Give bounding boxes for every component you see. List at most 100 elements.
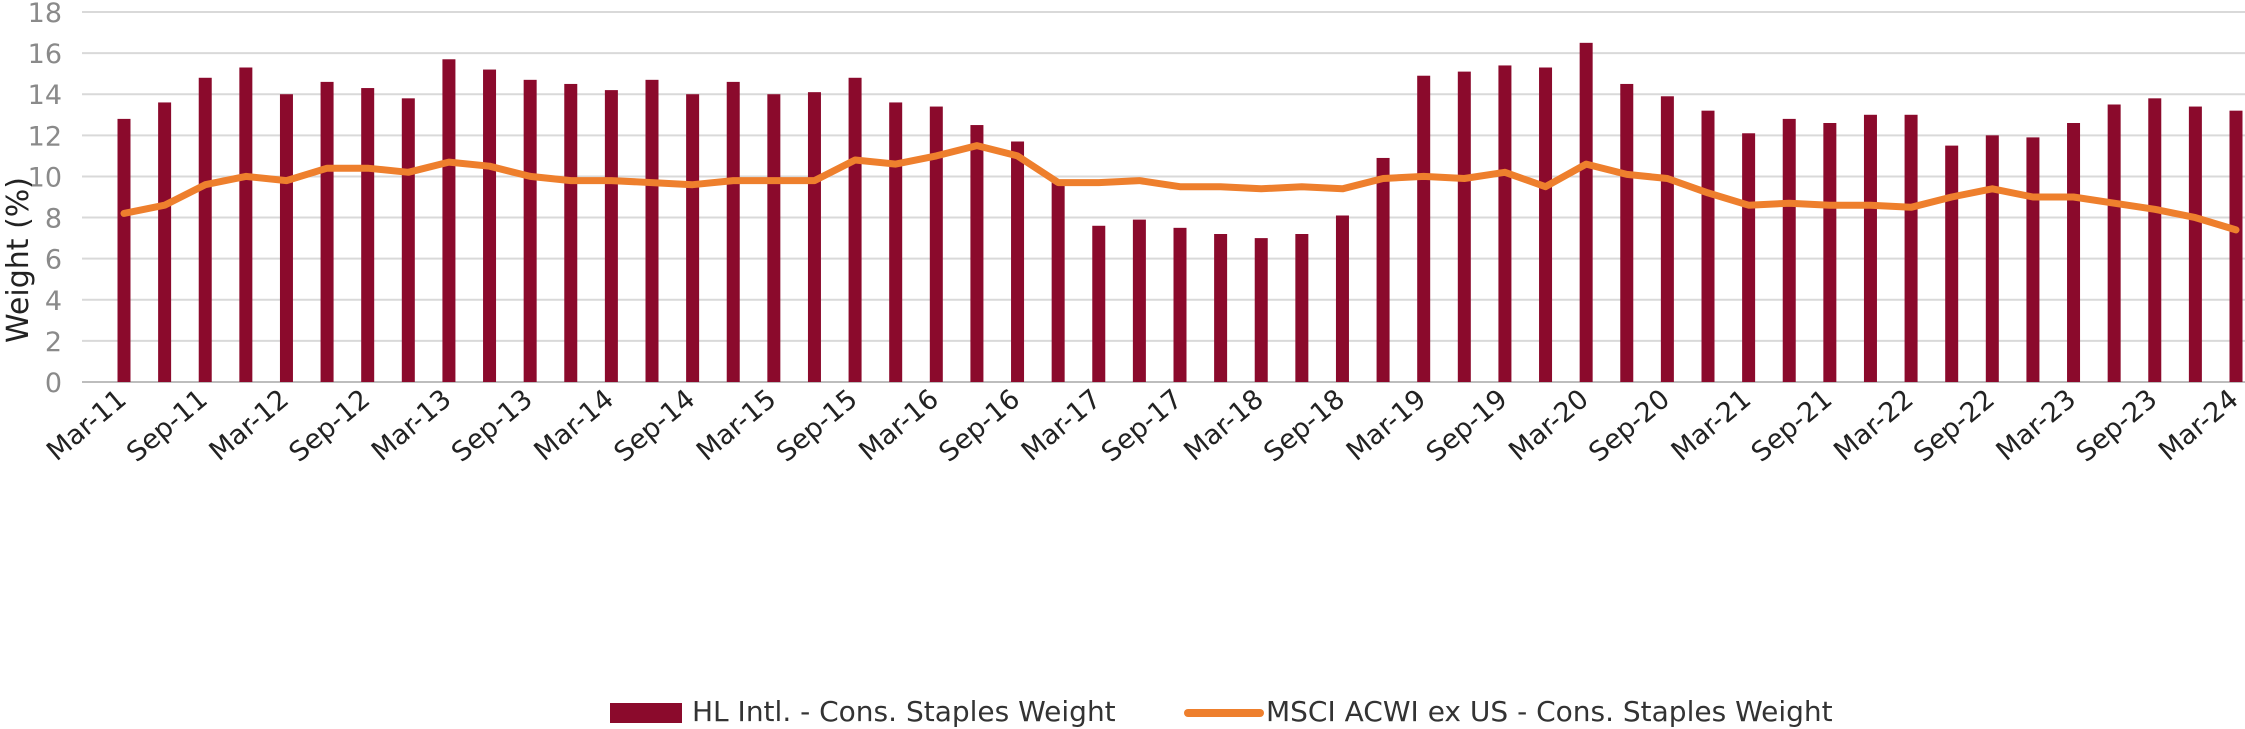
bar <box>1660 96 1674 383</box>
bar <box>1863 114 1877 383</box>
bar <box>158 102 172 382</box>
bar <box>1579 42 1593 382</box>
x-tick-label: Sep-22 <box>1908 384 2001 469</box>
bar <box>2026 137 2040 382</box>
bar <box>1742 133 1756 382</box>
bar <box>807 92 821 383</box>
x-tick-label: Mar-20 <box>1503 384 1594 468</box>
y-axis-ticks: 0 2 4 6 8 10 12 14 16 18 <box>28 0 62 399</box>
bar <box>523 79 537 382</box>
y-tick-label: 6 <box>45 245 62 276</box>
x-tick-label: Sep-21 <box>1746 384 1839 469</box>
line-series <box>120 142 2240 234</box>
bar <box>1985 135 1999 382</box>
x-tick-label: Sep-23 <box>2071 384 2164 469</box>
bar <box>929 106 943 383</box>
bar <box>1011 141 1025 382</box>
bar <box>1782 118 1796 382</box>
y-axis-title: Weight (%) <box>1 177 36 343</box>
x-tick-label: Sep-20 <box>1583 384 1676 469</box>
x-tick-label: Mar-22 <box>1828 384 1919 468</box>
y-tick-label: 16 <box>28 39 62 70</box>
bar <box>239 67 253 382</box>
y-tick-label: 2 <box>45 327 62 358</box>
legend-label-bar: HL Intl. - Cons. Staples Weight <box>692 695 1116 728</box>
bar <box>361 88 375 383</box>
x-tick-label: Sep-18 <box>1258 384 1351 469</box>
bar <box>1904 114 1918 383</box>
x-tick-label: Mar-23 <box>1991 384 2082 468</box>
x-tick-label: Mar-18 <box>1178 384 1269 468</box>
y-tick-label: 10 <box>28 162 62 193</box>
y-tick-label: 12 <box>28 121 62 152</box>
x-tick-label: Sep-15 <box>771 384 864 469</box>
bar <box>483 69 497 383</box>
bar <box>401 98 415 382</box>
x-tick-label: Mar-16 <box>853 384 944 468</box>
bar <box>1295 234 1309 382</box>
x-tick-label: Mar-12 <box>204 384 295 468</box>
bar <box>1092 225 1106 382</box>
y-tick-label: 0 <box>45 368 62 399</box>
legend-swatch-bar <box>610 703 682 723</box>
bar <box>1376 157 1390 382</box>
bar <box>726 81 740 382</box>
bar <box>1701 110 1715 383</box>
x-tick-label: Sep-16 <box>933 384 1026 469</box>
bar <box>1620 83 1634 382</box>
x-tick-label: Sep-11 <box>121 384 214 469</box>
x-tick-label: Mar-17 <box>1016 384 1107 468</box>
bar <box>889 102 903 382</box>
y-tick-label: 14 <box>28 80 62 111</box>
bar <box>1254 238 1268 382</box>
bar <box>1945 145 1959 382</box>
legend: HL Intl. - Cons. Staples Weight MSCI ACW… <box>610 695 1833 728</box>
bar <box>2229 110 2243 383</box>
bar-series <box>117 42 2243 383</box>
bar <box>1539 67 1553 382</box>
bar <box>1335 215 1349 382</box>
bar <box>1823 123 1837 382</box>
x-axis-ticks: Mar-11Sep-11Mar-12Sep-12Mar-13Sep-13Mar-… <box>41 384 2244 469</box>
x-tick-label: Sep-19 <box>1421 384 1514 469</box>
y-tick-label: 8 <box>45 204 62 235</box>
bar <box>320 81 334 382</box>
bar <box>564 83 578 382</box>
legend-label-line: MSCI ACWI ex US - Cons. Staples Weight <box>1266 695 1833 728</box>
bar <box>767 94 781 382</box>
bar <box>2188 106 2202 383</box>
bar <box>279 94 293 382</box>
y-tick-label: 18 <box>28 0 62 29</box>
bar <box>1051 180 1065 382</box>
x-tick-label: Sep-14 <box>608 384 701 469</box>
x-tick-label: Mar-24 <box>2153 384 2244 468</box>
bar <box>645 79 659 382</box>
bar <box>686 94 700 382</box>
y-tick-label: 4 <box>45 286 62 317</box>
bar <box>1132 219 1146 382</box>
bar <box>1173 227 1187 382</box>
bar <box>198 77 212 383</box>
bar <box>1417 75 1431 382</box>
x-tick-label: Sep-13 <box>446 384 539 469</box>
x-tick-label: Mar-21 <box>1666 384 1757 468</box>
bar <box>117 118 131 382</box>
bar <box>1498 65 1512 382</box>
x-tick-label: Sep-17 <box>1096 384 1189 469</box>
bar <box>2148 98 2162 382</box>
x-tick-label: Sep-12 <box>283 384 376 469</box>
x-tick-label: Mar-13 <box>366 384 457 468</box>
x-tick-label: Mar-14 <box>528 384 619 468</box>
bar <box>604 90 618 382</box>
bar <box>1214 234 1228 382</box>
bar <box>970 125 984 383</box>
x-tick-label: Mar-15 <box>691 384 782 468</box>
bar <box>1457 71 1471 382</box>
bar <box>442 59 456 383</box>
bar <box>2107 104 2121 382</box>
bar <box>2067 123 2081 382</box>
series-line <box>120 142 2240 234</box>
x-tick-label: Mar-19 <box>1341 384 1432 468</box>
bar <box>848 77 862 383</box>
